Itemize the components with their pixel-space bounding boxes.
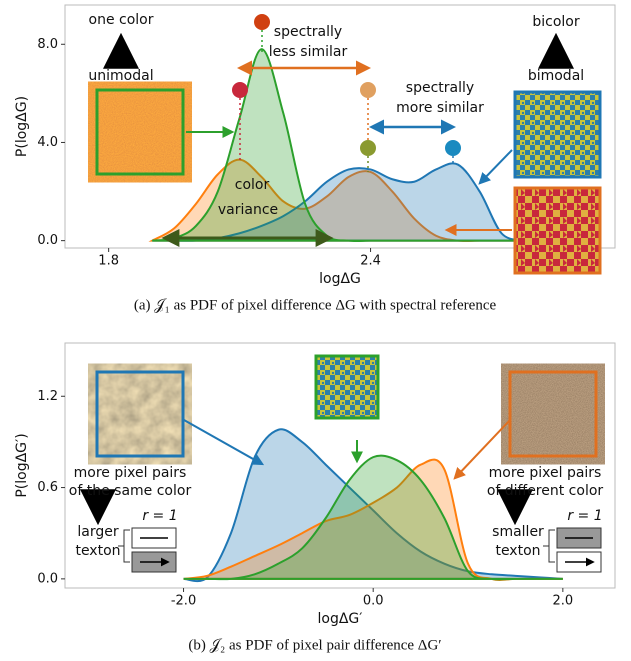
texture-border (95, 88, 185, 176)
annotation: texton (75, 543, 120, 559)
annotation: more similar (396, 100, 484, 116)
y-axis-label: P(logΔG′) (14, 433, 30, 497)
texture-image (513, 186, 602, 275)
annotation: color (235, 177, 270, 193)
color-dot (254, 14, 270, 30)
y-tick-label: 0.0 (37, 233, 58, 248)
y-tick-label: 8.0 (37, 37, 58, 52)
y-axis-label: P(logΔG) (14, 96, 30, 157)
density-area (183, 428, 563, 583)
color-dot (360, 82, 376, 98)
density-area (183, 454, 563, 581)
color-dot (360, 140, 376, 156)
x-tick-label: 2.0 (553, 594, 574, 609)
caption: (a) 𝒥₁ as PDF of pixel difference ΔG wit… (134, 297, 497, 313)
texture-image (314, 354, 380, 420)
decorations (80, 14, 602, 573)
annotation: larger (77, 524, 118, 540)
texture-image (513, 90, 602, 179)
annotation: of the same color (69, 483, 192, 499)
x-axis-label: logΔG′ (318, 611, 363, 627)
texture-border (95, 370, 185, 458)
annotation: unimodal (88, 68, 153, 84)
y-tick-label: 0.6 (37, 480, 58, 495)
annotation: spectrally (274, 24, 342, 40)
pixel-pair-boxes (118, 527, 602, 573)
plot-frame (64, 342, 616, 589)
plot-frame (64, 4, 616, 249)
caption: (b) 𝒥₂ as PDF of pixel pair difference Δ… (188, 637, 441, 653)
annotation: variance (218, 202, 278, 218)
annotation: more pixel pairs (74, 465, 187, 481)
x-tick-label: 0.0 (363, 594, 384, 609)
x-tick-label: 1.8 (98, 254, 119, 269)
annotation: bicolor (532, 14, 579, 30)
texture-image (95, 88, 185, 176)
annotation: of different color (487, 483, 604, 499)
arrow (183, 419, 265, 466)
annotation: r = 1 (567, 508, 602, 524)
annotation: spectrally (406, 80, 474, 96)
y-tick-label: 4.0 (37, 135, 58, 150)
y-tick-label: 1.2 (37, 389, 58, 404)
chart: 0.0 0.6 1.2 -2.0 0.0 2.0 logΔG′ P(logΔG′) (b) 𝒥₂… (14, 342, 616, 653)
annotation: smaller (492, 524, 544, 540)
annotation: less similar (269, 44, 348, 60)
texture-image (97, 372, 183, 456)
annotation: bimodal (528, 68, 584, 84)
texture-border (508, 370, 598, 458)
dotted-guides (239, 30, 454, 172)
texture-image (510, 372, 596, 456)
x-axis-label: logΔG (319, 271, 361, 287)
x-tick-label: 2.4 (360, 254, 381, 269)
annotation: more pixel pairs (489, 465, 602, 481)
annotation: one color (89, 12, 154, 28)
annotation: r = 1 (142, 508, 177, 524)
color-dot (232, 82, 248, 98)
y-tick-label: 0.0 (37, 571, 58, 586)
annotation: texton (495, 543, 540, 559)
x-tick-label: -2.0 (171, 594, 196, 609)
arrow (478, 149, 513, 185)
arrow (453, 419, 511, 480)
color-dot (445, 140, 461, 156)
